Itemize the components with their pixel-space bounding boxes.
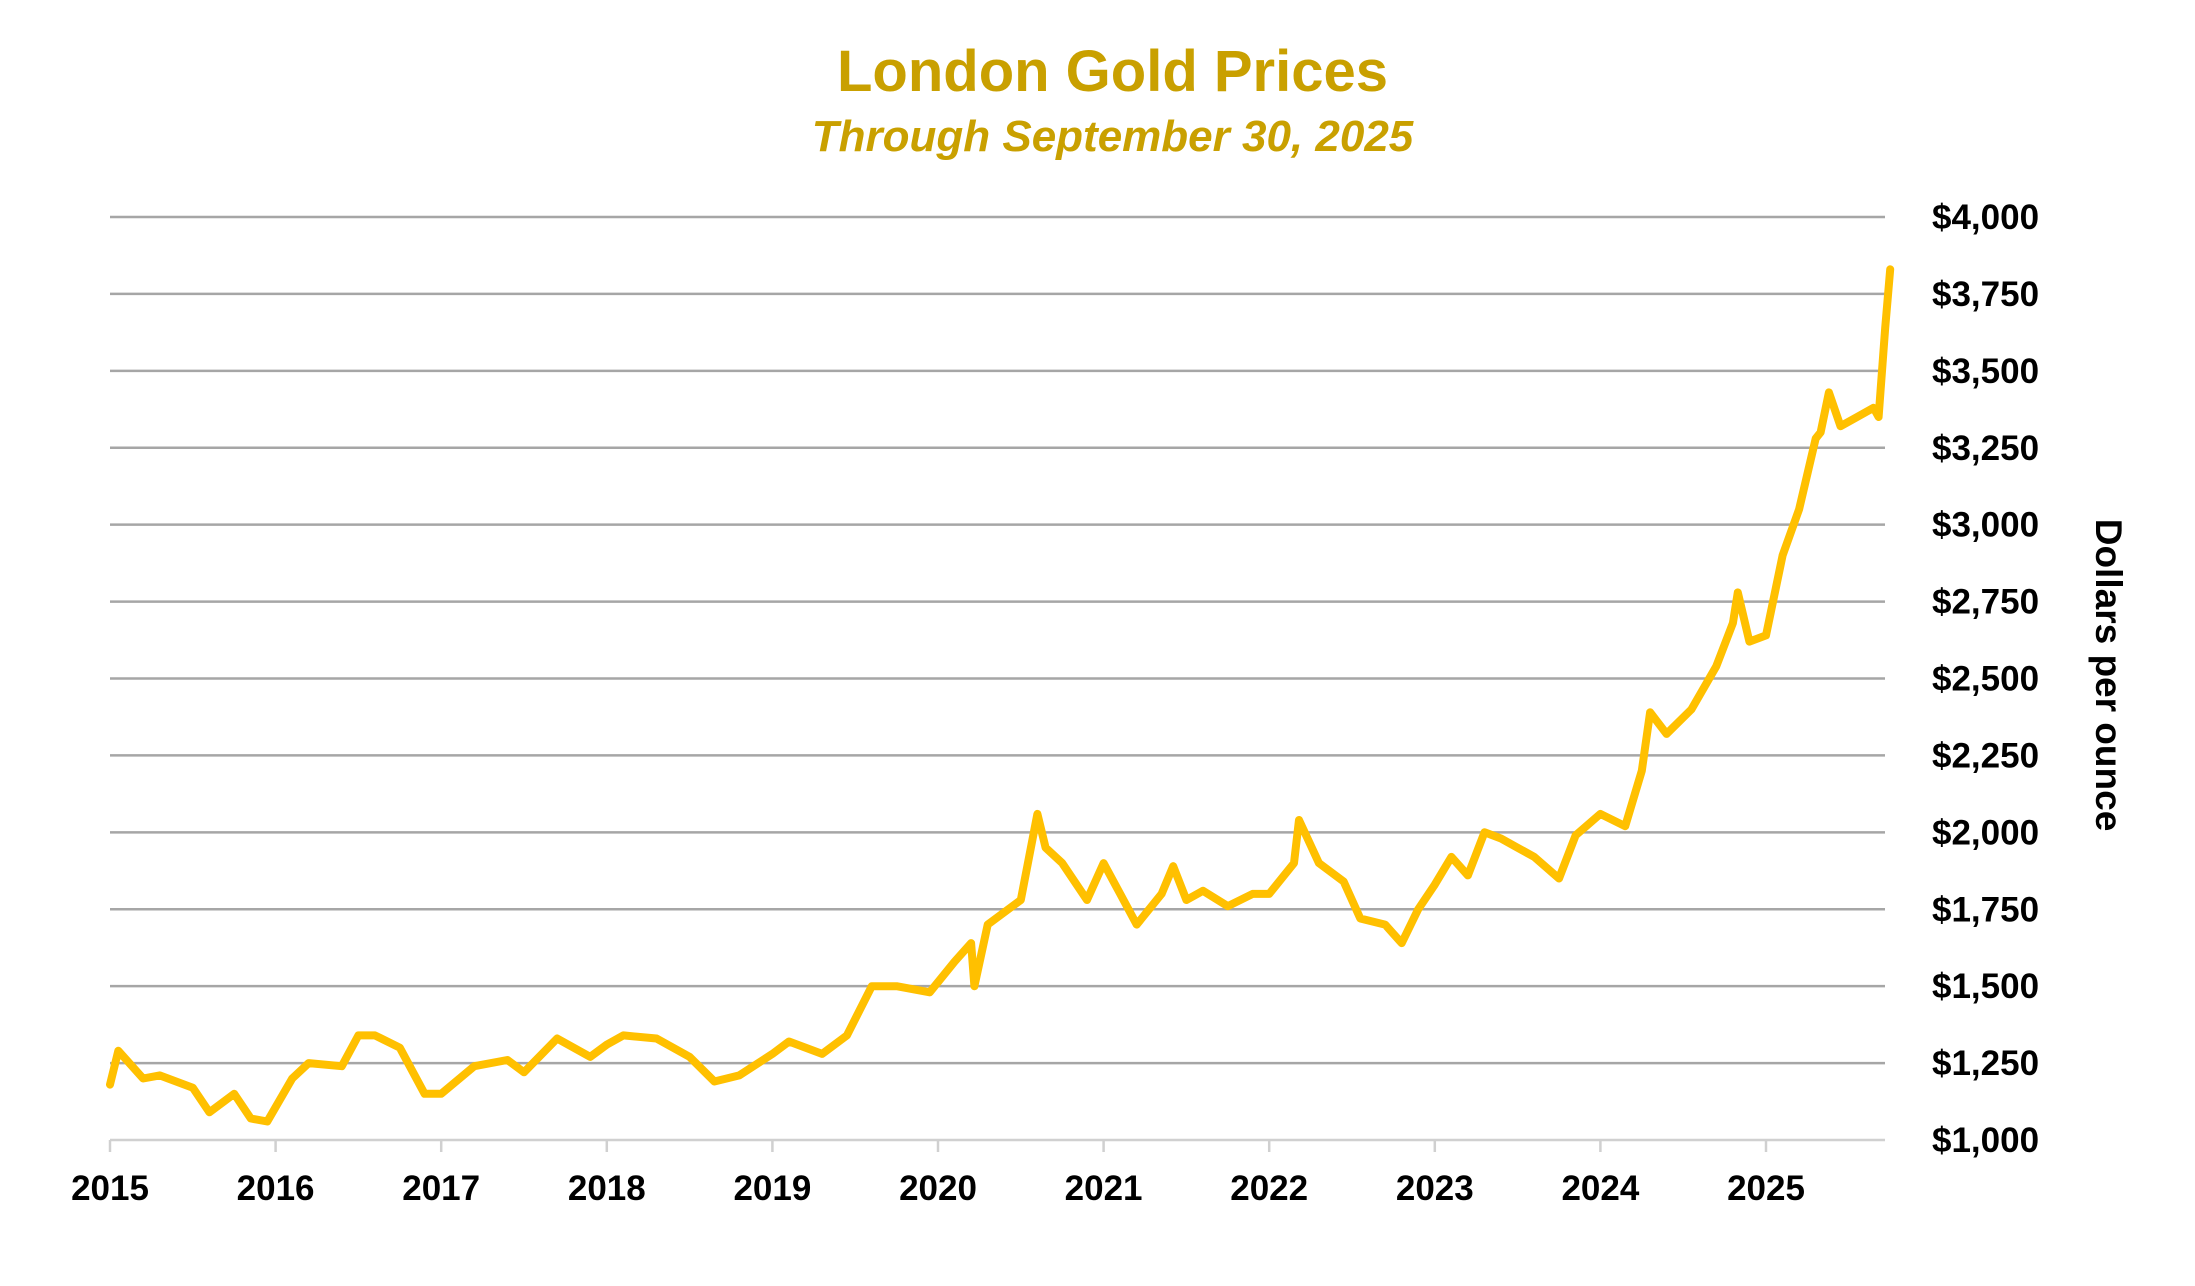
gold-price-line [106, 265, 1895, 1126]
y-tick-label: $3,750 [1932, 275, 2039, 314]
y-tick-label: $1,500 [1932, 967, 2039, 1006]
x-tick-label: 2020 [899, 1169, 977, 1208]
y-tick-label: $2,250 [1932, 736, 2039, 775]
y-tick-label: $4,000 [1932, 198, 2039, 237]
chart-title: London Gold Prices [836, 39, 1389, 104]
y-tick-label: $1,750 [1932, 890, 2039, 929]
x-tick-label: 2022 [1230, 1169, 1308, 1208]
x-tick-label: 2016 [237, 1169, 315, 1208]
x-tick-label: 2023 [1396, 1169, 1474, 1208]
x-tick-label: 2019 [733, 1169, 811, 1208]
y-tick-label: $1,250 [1932, 1044, 2039, 1083]
y-tick-label: $1,000 [1932, 1121, 2039, 1160]
x-tick-label: 2015 [71, 1169, 149, 1208]
x-tick-label: 2017 [402, 1169, 480, 1208]
y-tick-label: $2,000 [1932, 813, 2039, 852]
y-tick-label: $3,000 [1932, 506, 2039, 545]
y-tick-label: $2,500 [1932, 660, 2039, 699]
y-tick-label: $2,750 [1932, 583, 2039, 622]
y-axis-label: Dollars per ounce [2088, 519, 2129, 832]
x-tick-label: 2025 [1727, 1169, 1805, 1208]
x-tick-label: 2024 [1561, 1169, 1639, 1208]
x-tick-label: 2021 [1065, 1169, 1143, 1208]
y-tick-label: $3,250 [1932, 429, 2039, 468]
x-tick-label: 2018 [568, 1169, 646, 1208]
y-tick-label: $3,500 [1932, 352, 2039, 391]
chart-subtitle: Through September 30, 2025 [811, 112, 1414, 161]
